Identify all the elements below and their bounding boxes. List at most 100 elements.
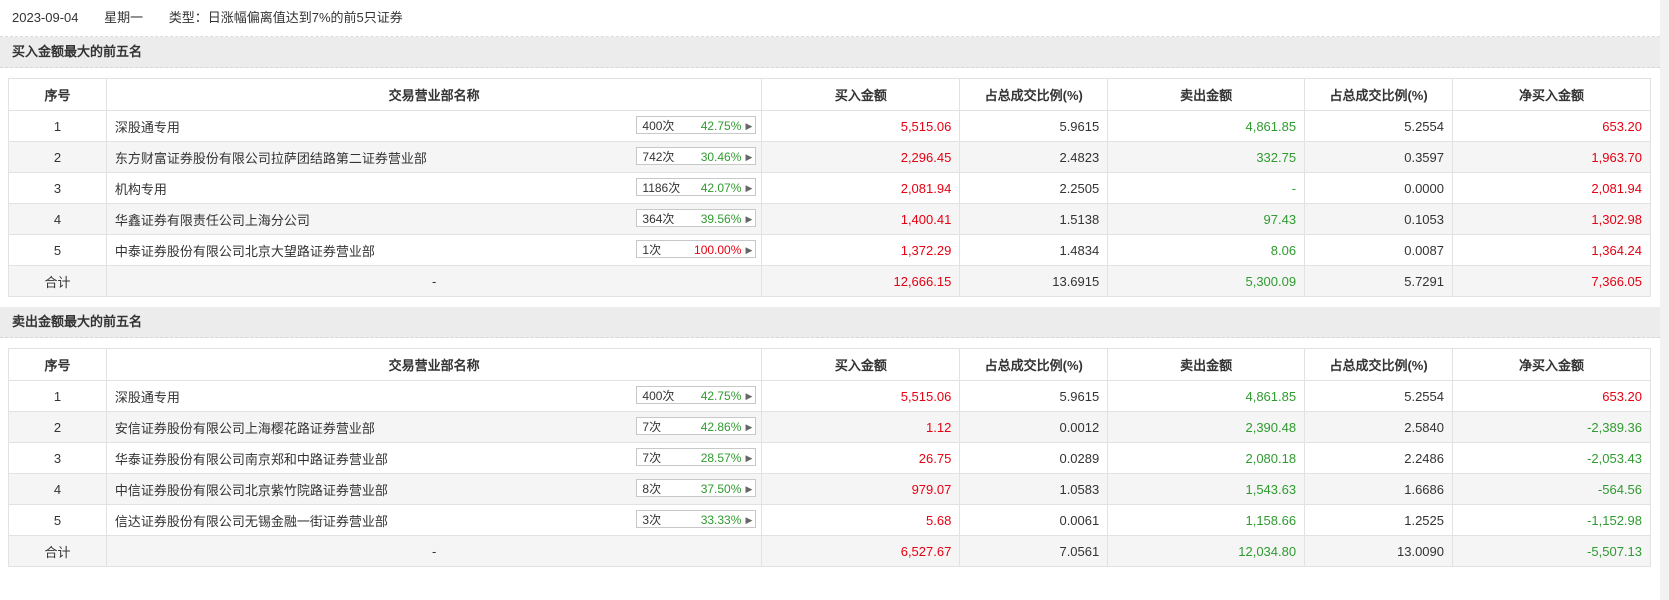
broker-name-cell[interactable]: 华泰证券股份有限公司南京郑和中路证券营业部 7次 28.57% ▶ [105, 442, 763, 474]
broker-name[interactable]: 华鑫证券有限责任公司上海分公司 [114, 212, 310, 228]
broker-name[interactable]: 东方财富证券股份有限公司拉萨团结路第二证券营业部 [114, 150, 427, 166]
buy-amount-cell: 2,081.94 [761, 172, 961, 204]
buy-ratio-cell: 0.0289 [959, 442, 1109, 474]
broker-name[interactable]: 深股通专用 [114, 119, 180, 135]
broker-stats-badge[interactable]: 742次 30.46% ▶ [636, 147, 757, 165]
win-rate: 42.07% [700, 181, 742, 195]
total-buy-ratio: 13.6915 [959, 265, 1109, 297]
total-row: 合计 -6,527.67 7.0561 12,034.80 13.0090 -5,507.… [8, 535, 1651, 567]
column-header: 净买入金额 [1452, 78, 1651, 111]
rank-cell: 5 [8, 504, 107, 536]
vertical-scrollbar[interactable] [1660, 0, 1669, 600]
sell-section-title: 卖出金额最大的前五名 [0, 307, 1660, 338]
broker-stats-badge[interactable]: 3次 33.33% ▶ [636, 510, 757, 528]
buy-amount-cell: 2,296.45 [761, 141, 961, 173]
broker-name[interactable]: 中泰证券股份有限公司北京大望路证券营业部 [114, 243, 375, 259]
buy-amount-cell: 1,372.29 [761, 234, 961, 266]
broker-name-cell[interactable]: 中信证券股份有限公司北京紫竹院路证券营业部 8次 37.50% ▶ [105, 473, 763, 505]
listing-count: 7次 [642, 451, 662, 465]
sell-amount-cell: 1,543.63 [1107, 473, 1306, 505]
table-row[interactable]: 1 深股通专用 400次 42.75% ▶ 5,515.06 5.9615 4,861.85 5… [8, 380, 1651, 412]
win-rate: 39.56% [700, 212, 742, 226]
chevron-right-icon: ▶ [745, 152, 753, 162]
buy-section-title: 买入金额最大的前五名 [0, 37, 1660, 68]
column-header: 占总成交比例(%) [959, 348, 1109, 381]
total-name-cell: - [105, 265, 763, 297]
broker-name-cell[interactable]: 深股通专用 400次 42.75% ▶ [105, 110, 763, 142]
chevron-right-icon: ▶ [745, 245, 753, 255]
buy-amount-cell: 5,515.06 [761, 110, 961, 142]
net-amount-cell: -2,389.36 [1452, 411, 1651, 443]
broker-name[interactable]: 深股通专用 [114, 389, 180, 405]
net-amount-cell: 2,081.94 [1452, 172, 1651, 204]
broker-name-cell[interactable]: 机构专用 1186次 42.07% ▶ [105, 172, 763, 204]
listing-count: 364次 [642, 212, 675, 226]
buy-ratio-cell: 1.0583 [959, 473, 1109, 505]
broker-name-cell[interactable]: 中泰证券股份有限公司北京大望路证券营业部 1次 100.00% ▶ [105, 234, 763, 266]
total-row: 合计 -12,666.15 13.6915 5,300.09 5.7291 7,366.0… [8, 265, 1651, 297]
win-rate: 37.50% [700, 482, 742, 496]
buy-ratio-cell: 5.9615 [959, 110, 1109, 142]
table-row[interactable]: 1 深股通专用 400次 42.75% ▶ 5,515.06 5.9615 4,861.85 5… [8, 110, 1651, 142]
column-header: 卖出金额 [1107, 78, 1306, 111]
broker-name[interactable]: 安信证券股份有限公司上海樱花路证券营业部 [114, 420, 375, 436]
column-header: 序号 [8, 348, 107, 381]
sell-amount-cell: 2,080.18 [1107, 442, 1306, 474]
table-row[interactable]: 5 信达证券股份有限公司无锡金融一街证券营业部 3次 33.33% ▶ 5.68 0.006… [8, 504, 1651, 536]
sell-table: 序号 交易营业部名称 买入金额 占总成交比例(%) 卖出金额 占总成交比例(%) 净买入金额… [8, 348, 1651, 567]
broker-name[interactable]: 华泰证券股份有限公司南京郑和中路证券营业部 [114, 451, 388, 467]
broker-name[interactable]: 信达证券股份有限公司无锡金融一街证券营业部 [114, 513, 388, 529]
buy-ratio-cell: 0.0061 [959, 504, 1109, 536]
chevron-right-icon: ▶ [745, 391, 753, 401]
rank-cell: 1 [8, 110, 107, 142]
broker-name-cell[interactable]: 信达证券股份有限公司无锡金融一街证券营业部 3次 33.33% ▶ [105, 504, 763, 536]
rank-cell: 5 [8, 234, 107, 266]
chevron-right-icon: ▶ [745, 484, 753, 494]
broker-stats-badge[interactable]: 1186次 42.07% ▶ [636, 178, 757, 196]
sell-amount-cell: 97.43 [1107, 203, 1306, 235]
broker-name[interactable]: 中信证券股份有限公司北京紫竹院路证券营业部 [114, 482, 388, 498]
broker-stats-badge[interactable]: 400次 42.75% ▶ [636, 116, 757, 134]
column-header: 买入金额 [761, 348, 961, 381]
win-rate: 42.75% [700, 119, 742, 133]
buy-ratio-cell: 5.9615 [959, 380, 1109, 412]
broker-name-cell[interactable]: 安信证券股份有限公司上海樱花路证券营业部 7次 42.86% ▶ [105, 411, 763, 443]
broker-name-cell[interactable]: 深股通专用 400次 42.75% ▶ [105, 380, 763, 412]
broker-name-cell[interactable]: 华鑫证券有限责任公司上海分公司 364次 39.56% ▶ [105, 203, 763, 235]
broker-name[interactable]: 机构专用 [114, 181, 167, 197]
total-buy-amount: 12,666.15 [761, 265, 961, 297]
table-row[interactable]: 3 机构专用 1186次 42.07% ▶ 2,081.94 2.2505-0.0000 2,… [8, 172, 1651, 204]
win-rate: 28.57% [700, 451, 742, 465]
broker-stats-badge[interactable]: 400次 42.75% ▶ [636, 386, 757, 404]
buy-amount-cell: 5,515.06 [761, 380, 961, 412]
table-header-row: 序号 交易营业部名称 买入金额 占总成交比例(%) 卖出金额 占总成交比例(%) 净买入金额 [8, 348, 1651, 381]
rank-cell: 3 [8, 172, 107, 204]
table-row[interactable]: 4 华鑫证券有限责任公司上海分公司 364次 39.56% ▶ 1,400.41 1.513… [8, 203, 1651, 235]
sell-amount-cell: 1,158.66 [1107, 504, 1306, 536]
sell-amount-cell: 8.06 [1107, 234, 1306, 266]
total-sell-amount: 5,300.09 [1107, 265, 1306, 297]
table-row[interactable]: 3 华泰证券股份有限公司南京郑和中路证券营业部 7次 28.57% ▶ 26.75 0.02… [8, 442, 1651, 474]
column-header: 交易营业部名称 [105, 78, 763, 111]
broker-stats-badge[interactable]: 7次 28.57% ▶ [636, 448, 757, 466]
table-row[interactable]: 2 东方财富证券股份有限公司拉萨团结路第二证券营业部 742次 30.46% ▶ 2,29… [8, 141, 1651, 173]
sell-ratio-cell: 2.5840 [1304, 411, 1453, 443]
broker-name-cell[interactable]: 东方财富证券股份有限公司拉萨团结路第二证券营业部 742次 30.46% ▶ [105, 141, 763, 173]
win-rate: 30.46% [700, 150, 742, 164]
win-rate: 42.75% [700, 389, 742, 403]
column-header: 序号 [8, 78, 107, 111]
buy-ratio-cell: 0.0012 [959, 411, 1109, 443]
table-row[interactable]: 5 中泰证券股份有限公司北京大望路证券营业部 1次 100.00% ▶ 1,372.29 1… [8, 234, 1651, 266]
broker-stats-badge[interactable]: 364次 39.56% ▶ [636, 209, 757, 227]
table-row[interactable]: 2 安信证券股份有限公司上海樱花路证券营业部 7次 42.86% ▶ 1.12 0.0012… [8, 411, 1651, 443]
chevron-right-icon: ▶ [745, 453, 753, 463]
buy-amount-cell: 1,400.41 [761, 203, 961, 235]
broker-stats-badge[interactable]: 8次 37.50% ▶ [636, 479, 757, 497]
broker-stats-badge[interactable]: 1次 100.00% ▶ [636, 240, 757, 258]
listing-count: 3次 [642, 513, 662, 527]
table-header-row: 序号 交易营业部名称 买入金额 占总成交比例(%) 卖出金额 占总成交比例(%) 净买入金额 [8, 78, 1651, 111]
broker-stats-badge[interactable]: 7次 42.86% ▶ [636, 417, 757, 435]
win-rate: 42.86% [700, 420, 742, 434]
table-row[interactable]: 4 中信证券股份有限公司北京紫竹院路证券营业部 8次 37.50% ▶ 979.07 1.0… [8, 473, 1651, 505]
